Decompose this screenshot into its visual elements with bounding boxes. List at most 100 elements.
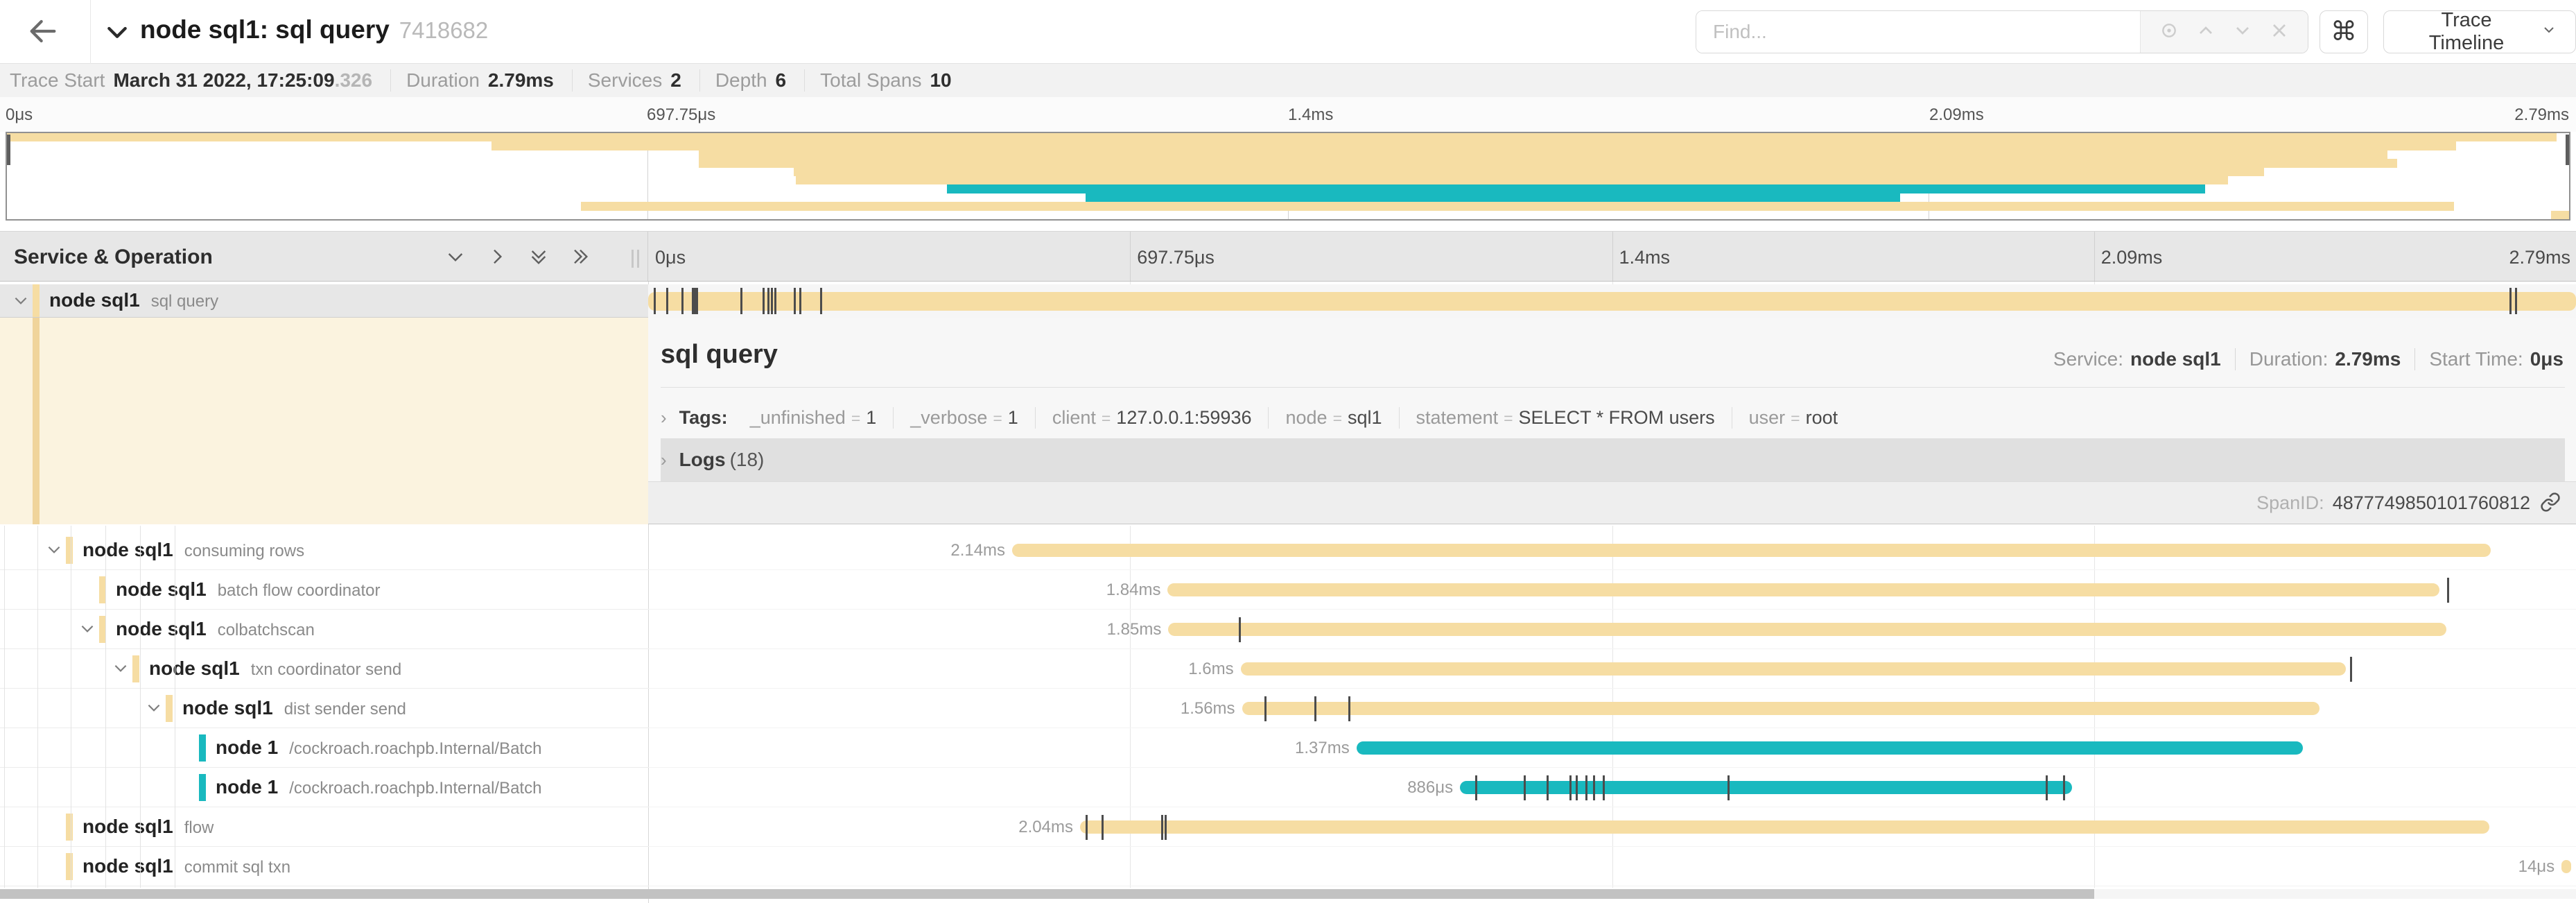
span-log-tick (1264, 696, 1267, 721)
trace-collapse-toggle[interactable] (103, 18, 132, 47)
row-collapse-chevron[interactable] (43, 540, 65, 562)
span-duration-bar[interactable] (648, 291, 2576, 311)
span-log-tick (774, 288, 777, 314)
span-bar-row[interactable]: 1.84ms (648, 570, 2576, 610)
span-duration-bar[interactable] (1356, 741, 2304, 755)
find-next-icon[interactable] (2231, 19, 2254, 45)
tag-item[interactable]: _verbose = 1 (894, 406, 1036, 429)
service-color-bar (132, 655, 139, 682)
logs-row[interactable]: › Logs (18) (661, 438, 2565, 481)
span-duration-bar[interactable] (1460, 781, 2073, 794)
tree-row[interactable]: node sql1 batch flow coordinator (0, 570, 648, 610)
row-collapse-chevron[interactable] (110, 658, 132, 680)
span-link-button[interactable] (2539, 491, 2562, 515)
find-prev-icon[interactable] (2195, 19, 2217, 45)
span-duration-bar[interactable] (1240, 662, 2347, 676)
span-bar-row[interactable]: 14μs (648, 847, 2576, 886)
row-collapse-chevron[interactable] (10, 290, 32, 312)
expand-all-button[interactable] (568, 246, 592, 269)
tag-item[interactable]: _unfinished = 1 (733, 406, 894, 429)
minimap-tick-label: 2.79ms (2514, 105, 2569, 124)
link-icon (2540, 492, 2561, 515)
span-bar-row[interactable]: 1.56ms (648, 689, 2576, 728)
expand-one-button[interactable] (485, 246, 509, 269)
minimap-gridline (647, 133, 648, 219)
span-detail-meta: Service: node sql1 Duration: 2.79ms Start Ti… (2039, 348, 2564, 370)
row-collapse-chevron[interactable] (143, 698, 165, 720)
span-log-tick (1101, 814, 1104, 840)
service-color-bar (66, 537, 73, 564)
tree-row[interactable]: node 1/cockroach.roachpb.Internal/Batch (0, 728, 648, 768)
minimap-axis: 0μs 697.75μs 1.4ms 2.09ms 2.79ms (0, 97, 2576, 132)
span-log-tick (767, 288, 770, 314)
tree-row[interactable]: node sql1 commit sql txn (0, 847, 648, 886)
minimap-canvas[interactable] (6, 132, 2570, 221)
keyboard-shortcuts-button[interactable]: ⌘ (2320, 10, 2368, 53)
collapse-all-button[interactable] (527, 246, 550, 269)
span-duration-bar[interactable] (1242, 702, 2320, 715)
tag-item[interactable]: client = 127.0.0.1:59936 (1036, 406, 1269, 429)
minimap-span (796, 176, 2229, 185)
service-color-bar (33, 284, 40, 317)
tag-item[interactable]: user = root (1748, 406, 1838, 428)
span-detail-left-fill (0, 318, 648, 524)
tag-item[interactable]: node = sql1 (1269, 406, 1400, 429)
timeline-header: Service & Operation 0μs 697.75μs 1.4ms 2.09… (0, 231, 2576, 282)
logs-count: (18) (729, 449, 765, 470)
span-log-tick (654, 288, 656, 314)
span-bar-row[interactable]: 886μs (648, 768, 2576, 807)
back-button[interactable] (21, 10, 65, 54)
span-bar-row[interactable]: 1.37ms (648, 728, 2576, 768)
horizontal-scrollbar-thumb[interactable] (0, 889, 2094, 899)
axis-tick-label: 2.79ms (2509, 247, 2570, 268)
collapse-one-button[interactable] (444, 246, 467, 269)
tree-row[interactable]: node sql1 dist sender send (0, 689, 648, 728)
span-bar-row[interactable]: 2.04ms (648, 807, 2576, 847)
minimap-tick-label: 1.4ms (1288, 105, 1334, 124)
span-duration-bar[interactable] (1079, 820, 2489, 834)
service-color-bar (99, 616, 106, 643)
service-name: node sql1 colbatchscan (116, 617, 315, 639)
span-detail-divider (661, 387, 2565, 388)
topbar-divider (90, 0, 91, 64)
column-resize-grip[interactable] (632, 250, 639, 268)
span-bar-row[interactable]: 1.85ms (648, 610, 2576, 649)
span-bar-row[interactable] (648, 284, 2576, 318)
horizontal-scrollbar[interactable] (0, 889, 2576, 899)
span-bar-row[interactable]: 1.6ms (648, 649, 2576, 689)
span-duration-bar[interactable] (1168, 623, 2447, 636)
tag-item[interactable]: statement = SELECT * FROM users (1400, 406, 1732, 429)
tree-row[interactable]: node 1/cockroach.roachpb.Internal/Batch (0, 768, 648, 807)
minimap-right-handle[interactable] (2566, 135, 2569, 165)
row-collapse-chevron[interactable] (76, 619, 98, 641)
span-duration-bar[interactable] (2561, 860, 2572, 873)
tree-row[interactable]: node sql1 colbatchscan (0, 610, 648, 649)
span-bar-row[interactable]: 2.14ms (648, 531, 2576, 570)
find-clear-icon[interactable] (2268, 19, 2290, 45)
minimap-span (7, 133, 2557, 142)
service-operation-header: Service & Operation (0, 232, 648, 281)
view-dropdown-button[interactable]: Trace Timeline (2383, 9, 2576, 54)
axis-tick-label: 1.4ms (1619, 247, 1671, 268)
locate-icon[interactable] (2158, 19, 2180, 45)
tree-row[interactable]: node sql1 consuming rows (0, 531, 648, 570)
chevron-down-icon (103, 26, 131, 48)
tags-row[interactable]: › Tags: _unfinished = 1 _verbose = 1 client = 12… (661, 399, 1854, 436)
span-duration-bar[interactable] (1012, 544, 2491, 557)
minimap-left-handle[interactable] (7, 135, 10, 165)
service-color-bar (99, 576, 106, 603)
span-log-tick (763, 288, 765, 314)
tree-row[interactable]: node sql1 sql query (0, 284, 648, 318)
find-group (1696, 10, 2308, 53)
tree-row[interactable]: node sql1 flow (0, 807, 648, 847)
tree-row[interactable]: node sql1 txn coordinator send (0, 649, 648, 689)
find-input[interactable] (1696, 11, 2140, 53)
span-log-tick (1475, 775, 1478, 800)
trace-info-bar: Trace Start March 31 2022, 17:25:09.326 Du… (0, 64, 2576, 97)
span-duration-bar[interactable] (1167, 583, 2439, 596)
span-log-tick (694, 288, 697, 314)
span-id-value: 4877749850101760812 (2332, 492, 2530, 513)
operation-name: sql query (150, 292, 219, 311)
